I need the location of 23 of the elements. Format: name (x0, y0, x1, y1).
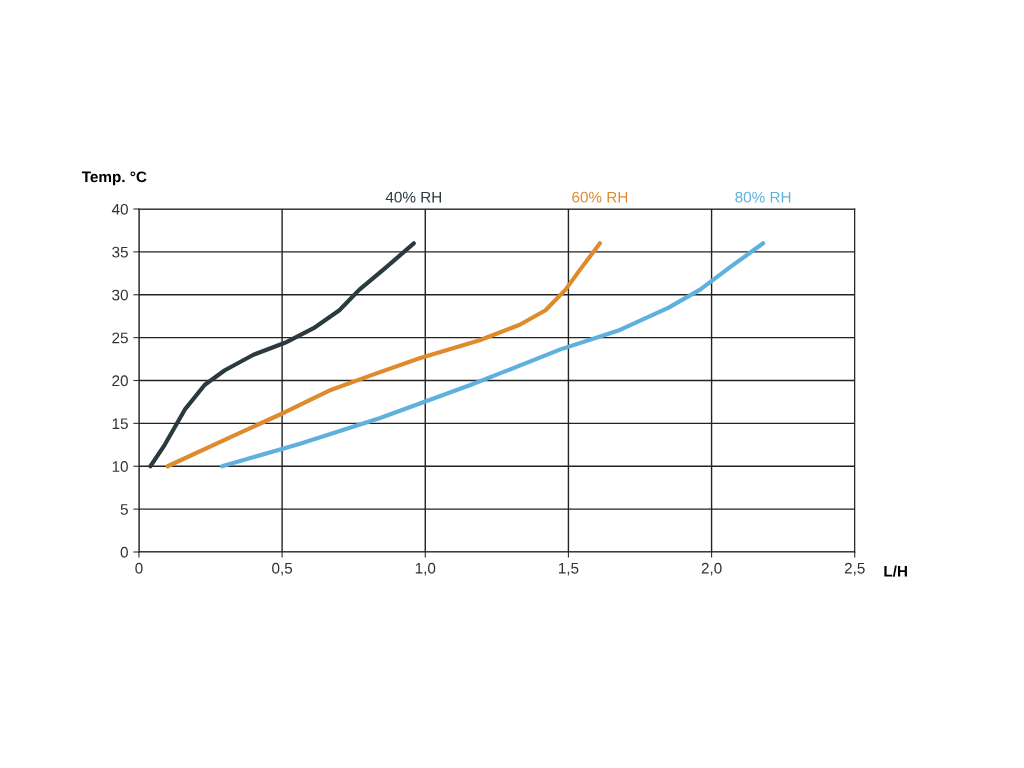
y-tick-label: 5 (120, 504, 128, 515)
line-series (148, 241, 416, 469)
line-series (219, 241, 766, 469)
x-tick-label: 1,0 (415, 562, 436, 576)
x-tick-label: 2,5 (844, 562, 865, 576)
x-tick-label: 0,5 (272, 562, 293, 576)
y-axis-title: Temp. °C (81, 171, 147, 186)
y-tick-label: 20 (112, 375, 128, 387)
x-axis-title: L/H (884, 565, 907, 577)
y-tick-label: 10 (112, 461, 128, 472)
y-tick-label: 35 (112, 246, 128, 258)
y-tick-label: 40 (111, 203, 128, 215)
text: 40% RH (385, 191, 442, 203)
y-tick-label: 15 (112, 418, 128, 430)
line-series (165, 241, 603, 469)
x-tick-label: 2,0 (701, 562, 722, 576)
x-tick-label: 1,5 (558, 562, 579, 576)
text: 80% RH (735, 191, 791, 203)
x-tick-label: 0 (135, 562, 143, 574)
y-tick-label: 0 (120, 546, 128, 558)
text: 60% RH (572, 191, 628, 203)
y-tick-label: 25 (112, 332, 128, 344)
y-tick-label: 30 (112, 289, 128, 301)
